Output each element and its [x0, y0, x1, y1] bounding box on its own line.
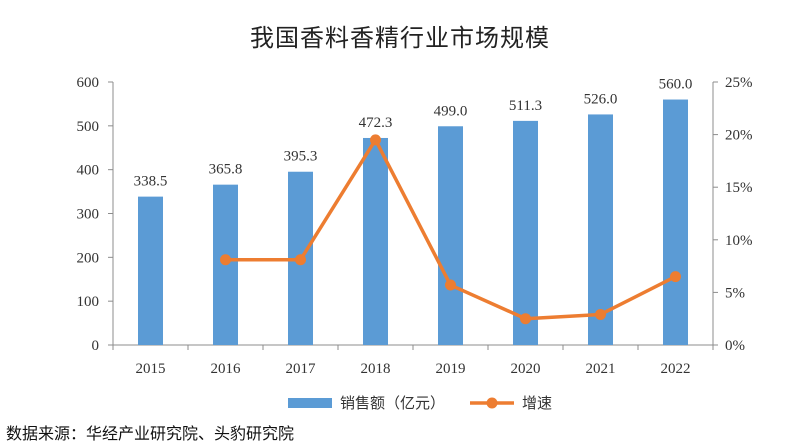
bar [363, 137, 388, 345]
y-left-tick-label: 500 [77, 119, 100, 135]
x-tick-label: 2016 [211, 361, 242, 377]
growth-point [670, 271, 681, 283]
growth-point [520, 313, 531, 325]
x-tick-label: 2020 [511, 361, 541, 377]
y-left-tick-label: 200 [77, 250, 100, 266]
y-right-tick-label: 20% [725, 128, 753, 144]
x-tick-label: 2022 [661, 361, 691, 377]
y-right-tick-label: 10% [725, 233, 753, 249]
source-note: 数据来源：华经产业研究院、头豹研究院 [6, 424, 295, 443]
bar-value-label: 499.0 [434, 103, 468, 119]
legend-label-growth: 增速 [522, 394, 552, 412]
bar-value-label: 365.8 [209, 162, 243, 178]
y-left-tick-label: 100 [77, 294, 100, 310]
bar [438, 126, 463, 345]
legend-swatch-sales [288, 398, 332, 408]
y-right-tick-label: 15% [725, 180, 753, 196]
bar-value-label: 395.3 [284, 149, 318, 165]
y-left-tick-label: 300 [77, 207, 100, 223]
bar [663, 99, 688, 346]
y-left-tick-label: 400 [77, 163, 100, 179]
growth-point [295, 254, 306, 266]
growth-line [220, 134, 681, 325]
bar-value-label: 560.0 [659, 77, 693, 93]
x-tick-label: 2017 [286, 361, 317, 377]
growth-point [220, 254, 231, 266]
chart-title: 我国香料香精行业市场规模 [250, 24, 550, 52]
y-right-tick-label: 25% [725, 75, 753, 91]
bar-value-label: 511.3 [509, 98, 542, 114]
y-right-tick-label: 0% [725, 338, 745, 354]
bar-value-label: 526.0 [584, 91, 618, 107]
y-left-tick-label: 600 [77, 75, 100, 91]
x-tick-label: 2021 [586, 361, 616, 377]
legend-marker-growth [486, 397, 498, 409]
legend-label-sales: 销售额（亿元） [340, 394, 445, 412]
bars [138, 99, 688, 346]
growth-point [595, 308, 606, 320]
bar [138, 196, 163, 345]
bar [588, 114, 613, 345]
bar-value-label: 472.3 [359, 115, 393, 131]
legend: 销售额（亿元） 增速 [288, 394, 552, 412]
y-left-tick-label: 0 [92, 338, 100, 354]
y-right-tick-label: 5% [725, 285, 745, 301]
x-tick-label: 2019 [436, 361, 466, 377]
bar-value-label: 338.5 [134, 174, 168, 190]
x-tick-label: 2018 [361, 361, 391, 377]
bar-labels: 338.5 365.8 395.3 472.3 499.0 511.3 526.0 560.0 [134, 77, 693, 190]
bar [513, 120, 538, 346]
axes: 0 100 200 300 400 500 600 0% 5% 10% 15% 20% 25% 2015 2… [77, 75, 753, 377]
growth-point [370, 134, 381, 146]
x-tick-label: 2015 [136, 361, 166, 377]
growth-point [445, 279, 456, 291]
